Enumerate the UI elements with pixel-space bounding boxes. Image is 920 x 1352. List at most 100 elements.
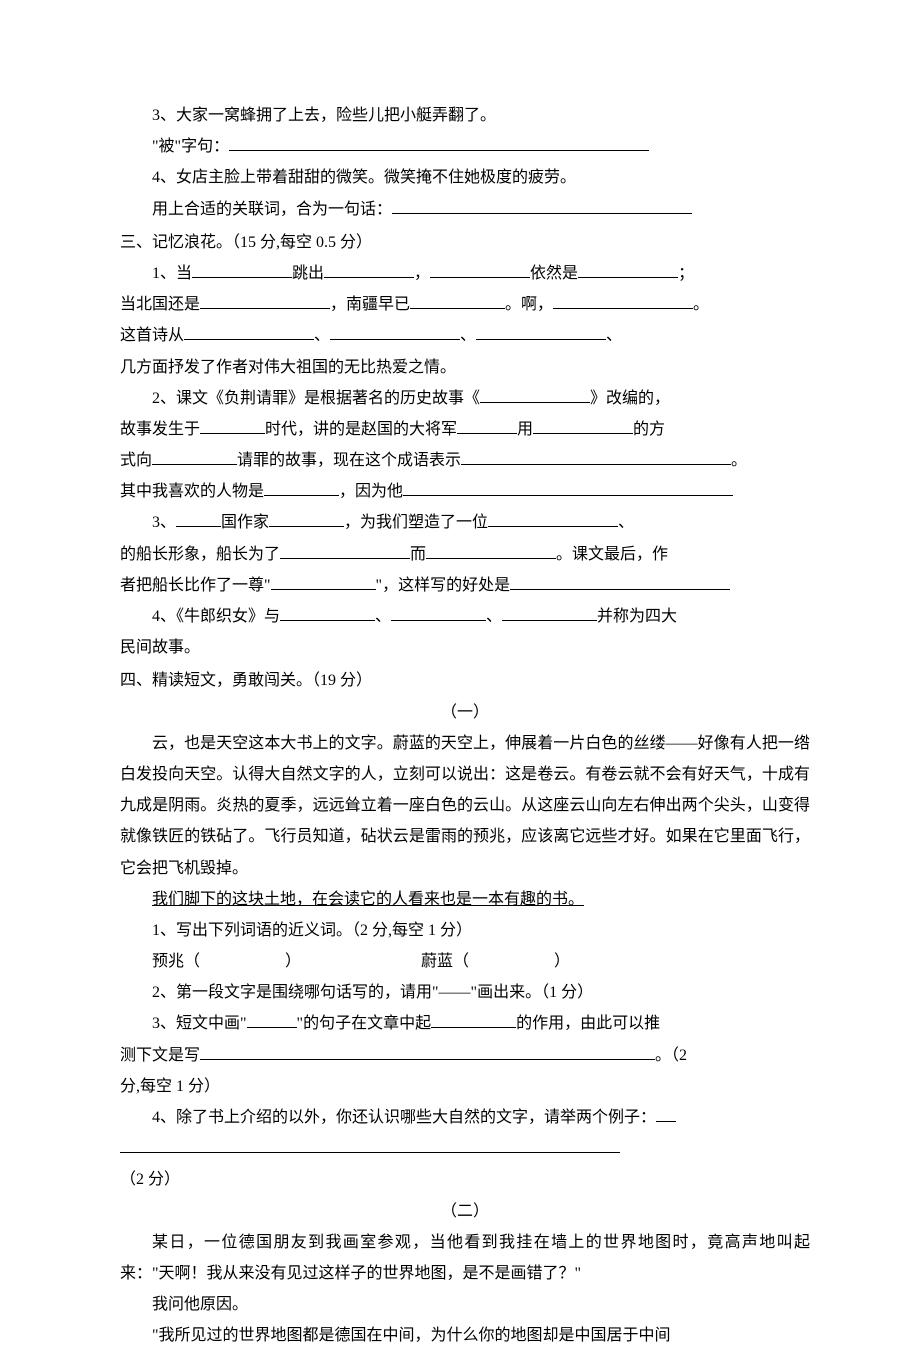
t: ， (414, 265, 430, 282)
t: 故事发生于 (120, 421, 200, 438)
t: 、 (486, 608, 502, 625)
t: 蔚蓝（ (421, 953, 469, 970)
q4-answer-line: 用上合适的关联词，合为一句话： (120, 194, 810, 225)
blank[interactable] (176, 526, 221, 527)
t: 这首诗从 (120, 327, 184, 344)
t: 4、除了书上介绍的以外，你还认识哪些大自然的文字，请举两个例子： (152, 1109, 656, 1126)
t: 。课文最后，作 (556, 546, 668, 563)
blank[interactable] (502, 620, 597, 621)
blank[interactable] (280, 558, 410, 559)
t: ； (678, 265, 694, 282)
blank[interactable] (271, 589, 376, 590)
t: 国作家 (221, 514, 269, 531)
p1-q4-score: （2 分） (120, 1164, 810, 1195)
t: 其中我喜欢的人物是 (120, 483, 264, 500)
s3-q2-line1: 2、课文《负荆请罪》是根据著名的历史故事《 》改编的， (120, 383, 810, 414)
blank[interactable] (391, 620, 486, 621)
p1-q3-line2: 测下文是写 。（2 (120, 1040, 810, 1071)
section3-heading: 三、记忆浪花。（15 分,每空 0.5 分） (120, 227, 810, 258)
s3-q4-line1: 4、《牛郎织女》与 、 、 并称为四大 (120, 601, 810, 632)
blank[interactable] (533, 433, 633, 434)
bei-label: "被"字句： (152, 138, 229, 155)
blank[interactable] (280, 620, 375, 621)
passage1-para2: 我们脚下的这块土地，在会读它的人看来也是一本有趣的书。 (120, 884, 810, 915)
t: 请罪的故事，现在这个成语表示 (237, 452, 461, 469)
blank[interactable] (330, 339, 460, 340)
t: 、 (618, 514, 634, 531)
blank[interactable] (269, 526, 344, 527)
blank[interactable] (431, 1027, 516, 1028)
blank[interactable] (488, 526, 618, 527)
blank[interactable] (476, 339, 606, 340)
s3-q2-line3: 式向请罪的故事，现在这个成语表示。 (120, 445, 810, 476)
blank[interactable] (457, 433, 517, 434)
t: 、 (460, 327, 476, 344)
blank[interactable] (426, 558, 556, 559)
t: "的句子在文章中起 (297, 1015, 432, 1032)
t: 。（2 (655, 1047, 687, 1064)
blank[interactable] (461, 464, 731, 465)
q3-answer-line: "被"字句： (120, 131, 810, 162)
t: 的船长形象，船长为了 (120, 546, 280, 563)
p1-q1-words: 预兆（）蔚蓝（） (120, 946, 810, 977)
q4-label: 用上合适的关联词，合为一句话： (152, 201, 392, 218)
t: 3、短文中画" (152, 1015, 247, 1032)
t: 的作用，由此可以推 (516, 1015, 660, 1032)
t: 4、《牛郎织女》与 (152, 608, 280, 625)
q3-blank[interactable] (229, 150, 649, 151)
t: "，这样写的好处是 (376, 577, 511, 594)
blank[interactable] (410, 308, 505, 309)
blank[interactable] (656, 1121, 676, 1122)
t: 测下文是写 (120, 1047, 200, 1064)
t: 式向 (120, 452, 152, 469)
s3-q1-line4: 几方面抒发了作者对伟大祖国的无比热爱之情。 (120, 352, 810, 383)
t: 、 (314, 327, 330, 344)
s3q1-prefix: 1、当 (152, 265, 192, 282)
s3-q1-line3: 这首诗从、、、 (120, 320, 810, 351)
blank[interactable] (247, 1027, 297, 1028)
t: 。啊， (505, 296, 553, 313)
s3-q3-line3: 者把船长比作了一尊" "，这样写的好处是 (120, 570, 810, 601)
blank[interactable] (480, 402, 590, 403)
passage2-title: （二） (120, 1196, 810, 1227)
blank[interactable] (200, 308, 330, 309)
blank[interactable] (553, 308, 693, 309)
t: 并称为四大 (597, 608, 677, 625)
blank[interactable] (578, 277, 678, 278)
passage2-para3: "我所见过的世界地图都是德国在中间，为什么你的地图却是中国居于中间 (120, 1320, 810, 1351)
t: 、 (375, 608, 391, 625)
passage1-para1: 云，也是天空这本大书上的文字。蔚蓝的天空上，伸展着一片白色的丝缕——好像有人把一… (120, 728, 810, 884)
t: ，为我们塑造了一位 (344, 514, 488, 531)
s3-q3-line1: 3、国作家，为我们塑造了一位、 (120, 507, 810, 538)
t: 》改编的， (590, 390, 670, 407)
t: 跳出 (292, 265, 324, 282)
s3-q2-line2: 故事发生于时代，讲的是赵国的大将军用的方 (120, 414, 810, 445)
blank[interactable] (403, 495, 733, 496)
p1-q4-line1: 4、除了书上介绍的以外，你还认识哪些大自然的文字，请举两个例子： (120, 1102, 810, 1133)
blank[interactable] (264, 495, 339, 496)
t: 者把船长比作了一尊" (120, 577, 271, 594)
t: 。 (693, 296, 709, 313)
t: 依然是 (530, 265, 578, 282)
blank[interactable] (200, 1059, 655, 1060)
q3-text: 3、大家一窝蜂拥了上去，险些儿把小艇弄翻了。 (120, 100, 810, 131)
blank[interactable] (192, 277, 292, 278)
blank[interactable] (120, 1152, 620, 1153)
blank[interactable] (184, 339, 314, 340)
passage2-para2: 我问他原因。 (120, 1289, 810, 1320)
p1-q4-line2 (120, 1133, 810, 1164)
t: 用 (517, 421, 533, 438)
p1-q3-line1: 3、短文中画" "的句子在文章中起 的作用，由此可以推 (120, 1008, 810, 1039)
s3-q2-line4: 其中我喜欢的人物是，因为他 (120, 476, 810, 507)
s3-q1-line1: 1、当 跳出 ， 依然是 ； (120, 258, 810, 289)
q4-blank[interactable] (392, 213, 692, 214)
t: 时代，讲的是赵国的大将军 (265, 421, 457, 438)
t: 2、课文《负荆请罪》是根据著名的历史故事《 (152, 390, 480, 407)
blank[interactable] (510, 589, 730, 590)
p1-q2: 2、第一段文字是围绕哪句话写的，请用"——"画出来。（1 分） (120, 977, 810, 1008)
blank[interactable] (200, 433, 265, 434)
blank[interactable] (152, 464, 237, 465)
blank[interactable] (430, 277, 530, 278)
t: ，南疆早已 (330, 296, 410, 313)
blank[interactable] (324, 277, 414, 278)
